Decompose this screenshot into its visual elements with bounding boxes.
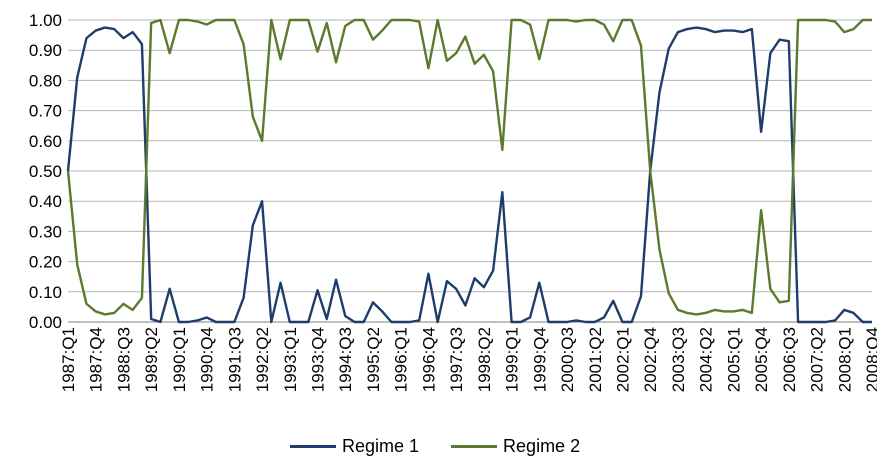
- y-tick-label: 0.40: [29, 192, 62, 211]
- legend-swatch-regime-2: [451, 445, 498, 448]
- y-tick-label: 0.10: [29, 283, 62, 302]
- x-tick-label: 2002:Q4: [641, 327, 660, 392]
- x-tick-label: 2007:Q2: [808, 327, 827, 392]
- y-tick-label: 0.80: [29, 71, 62, 90]
- x-tick-label: 2004:Q2: [697, 327, 716, 392]
- y-tick-label: 0.20: [29, 253, 62, 272]
- x-tick-label: 2003:Q3: [669, 327, 688, 392]
- x-tick-label: 1993:Q4: [309, 327, 328, 392]
- x-tick-label: 1999:Q1: [503, 327, 522, 392]
- x-tick-label: 2006:Q3: [780, 327, 799, 392]
- x-axis-ticks: 1987:Q1 1987:Q4 1988:Q3 1989:Q2 1990:Q1 1990:…: [59, 321, 877, 392]
- x-tick-label: 1995:Q2: [364, 327, 383, 392]
- legend-label-regime-2: Regime 2: [503, 436, 581, 456]
- y-axis-ticks: 0.00 0.10 0.20 0.30 0.40 0.50 0.60 0.70 0.80 0.90…: [29, 11, 62, 332]
- y-tick-label: 0.00: [29, 313, 62, 332]
- x-tick-label: 2001:Q2: [586, 327, 605, 392]
- legend-swatch-regime-1: [290, 445, 336, 448]
- y-tick-label: 0.70: [29, 102, 62, 121]
- x-tick-label: 1988:Q3: [114, 327, 133, 392]
- x-tick-label: 1996:Q1: [392, 327, 411, 392]
- x-tick-label: 2002:Q1: [613, 327, 632, 392]
- x-tick-label: 1990:Q1: [170, 327, 189, 392]
- legend: Regime 1 Regime 2: [290, 436, 612, 457]
- x-tick-label: 1992:Q2: [253, 327, 272, 392]
- legend-item-regime-1: Regime 1: [290, 436, 419, 457]
- y-tick-label: 0.90: [29, 41, 62, 60]
- y-tick-label: 1.00: [29, 11, 62, 30]
- legend-item-regime-2: Regime 2: [451, 436, 580, 457]
- x-tick-label: 1996:Q4: [419, 327, 438, 392]
- x-tick-label: 1993:Q1: [281, 327, 300, 392]
- x-tick-label: 1994:Q3: [336, 327, 355, 392]
- y-tick-label: 0.60: [29, 132, 62, 151]
- gridlines: [68, 19, 872, 323]
- x-tick-label: 1987:Q1: [59, 327, 78, 392]
- x-tick-label: 2000:Q3: [558, 327, 577, 392]
- x-tick-label: 1990:Q4: [198, 327, 217, 392]
- y-tick-label: 0.50: [29, 162, 62, 181]
- series-line-regime-2: [66, 18, 872, 316]
- y-tick-label: 0.30: [29, 222, 62, 241]
- x-tick-label: 1989:Q2: [142, 327, 161, 392]
- legend-label-regime-1: Regime 1: [342, 436, 420, 456]
- x-tick-label: 1999:Q4: [530, 327, 549, 392]
- x-tick-label: 1987:Q4: [87, 327, 106, 392]
- x-tick-label: 2008:Q1: [835, 327, 854, 392]
- x-tick-label: 2008:Q4: [863, 327, 877, 392]
- series-lines: [66, 18, 872, 324]
- x-tick-label: 1991:Q3: [225, 327, 244, 392]
- chart-plot: 0.00 0.10 0.20 0.30 0.40 0.50 0.60 0.70 0.80 0.90…: [29, 11, 877, 392]
- x-tick-label: 2005:Q4: [752, 327, 771, 392]
- x-tick-label: 2005:Q1: [724, 327, 743, 392]
- x-tick-label: 1998:Q2: [475, 327, 494, 392]
- x-tick-label: 1997:Q3: [447, 327, 466, 392]
- series-line-regime-1: [66, 26, 872, 324]
